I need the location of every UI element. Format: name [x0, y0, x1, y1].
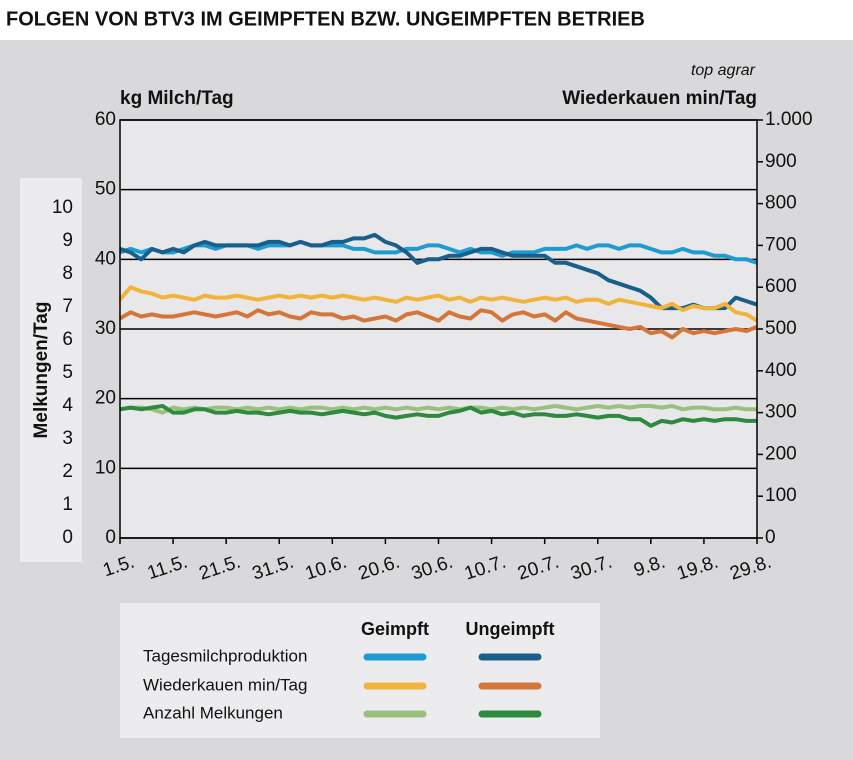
y2-tick-label: 200	[765, 443, 797, 464]
y3-tick-label: 9	[62, 230, 73, 251]
data-line	[119, 404, 757, 428]
data-line	[119, 232, 758, 311]
y3-tick-label: 0	[62, 527, 73, 548]
y2-tick-label: 500	[765, 318, 797, 339]
y2-tick-label: 800	[765, 193, 797, 214]
legend-label: Wiederkauen min/Tag	[143, 675, 307, 694]
y3-tick-label: 1	[62, 494, 73, 515]
y3-tick-label: 7	[62, 296, 73, 317]
y3-tick-label: 10	[52, 197, 73, 218]
data-line	[118, 285, 759, 323]
y3-tick-label: 4	[62, 395, 73, 416]
legend-label: Tagesmilchproduktion	[143, 646, 307, 665]
y2-axis-label: Wiederkauen min/Tag	[562, 88, 757, 109]
y3-tick-label: 3	[62, 428, 73, 449]
y3-tick-label: 2	[62, 461, 73, 482]
y-axis-label: kg Milch/Tag	[120, 88, 234, 109]
y2-tick-label: 0	[765, 527, 776, 548]
y2-tick-label: 900	[765, 151, 797, 172]
y-tick-label: 60	[95, 109, 116, 130]
y3-tick-label: 8	[62, 263, 73, 284]
y3-axis-box	[20, 178, 82, 562]
y3-axis-label: Melkungen/Tag	[31, 302, 52, 439]
y2-tick-label: 600	[765, 276, 797, 297]
y2-tick-label: 700	[765, 234, 797, 255]
legend-header: Geimpft	[361, 619, 429, 639]
chart-title: FOLGEN VON BTV3 IM GEIMPFTEN BZW. UNGEIM…	[6, 8, 645, 30]
y2-tick-label: 100	[765, 485, 797, 506]
y-tick-label: 50	[95, 179, 116, 200]
y3-tick-label: 6	[62, 329, 73, 350]
y2-tick-label: 400	[765, 360, 797, 381]
data-line	[118, 308, 758, 340]
y-tick-label: 20	[95, 388, 116, 409]
legend-header: Ungeimpft	[466, 619, 555, 639]
y-tick-label: 10	[95, 457, 116, 478]
y2-tick-label: 1.000	[765, 109, 813, 130]
y-tick-label: 40	[95, 248, 116, 269]
legend-label: Anzahl Melkungen	[143, 703, 283, 722]
y-tick-label: 30	[95, 318, 116, 339]
y3-tick-label: 5	[62, 362, 73, 383]
y-tick-label: 0	[105, 527, 116, 548]
plot-frame	[119, 119, 758, 539]
y2-tick-label: 300	[765, 402, 797, 423]
data-line	[119, 404, 757, 415]
source: top agrar	[691, 62, 756, 79]
